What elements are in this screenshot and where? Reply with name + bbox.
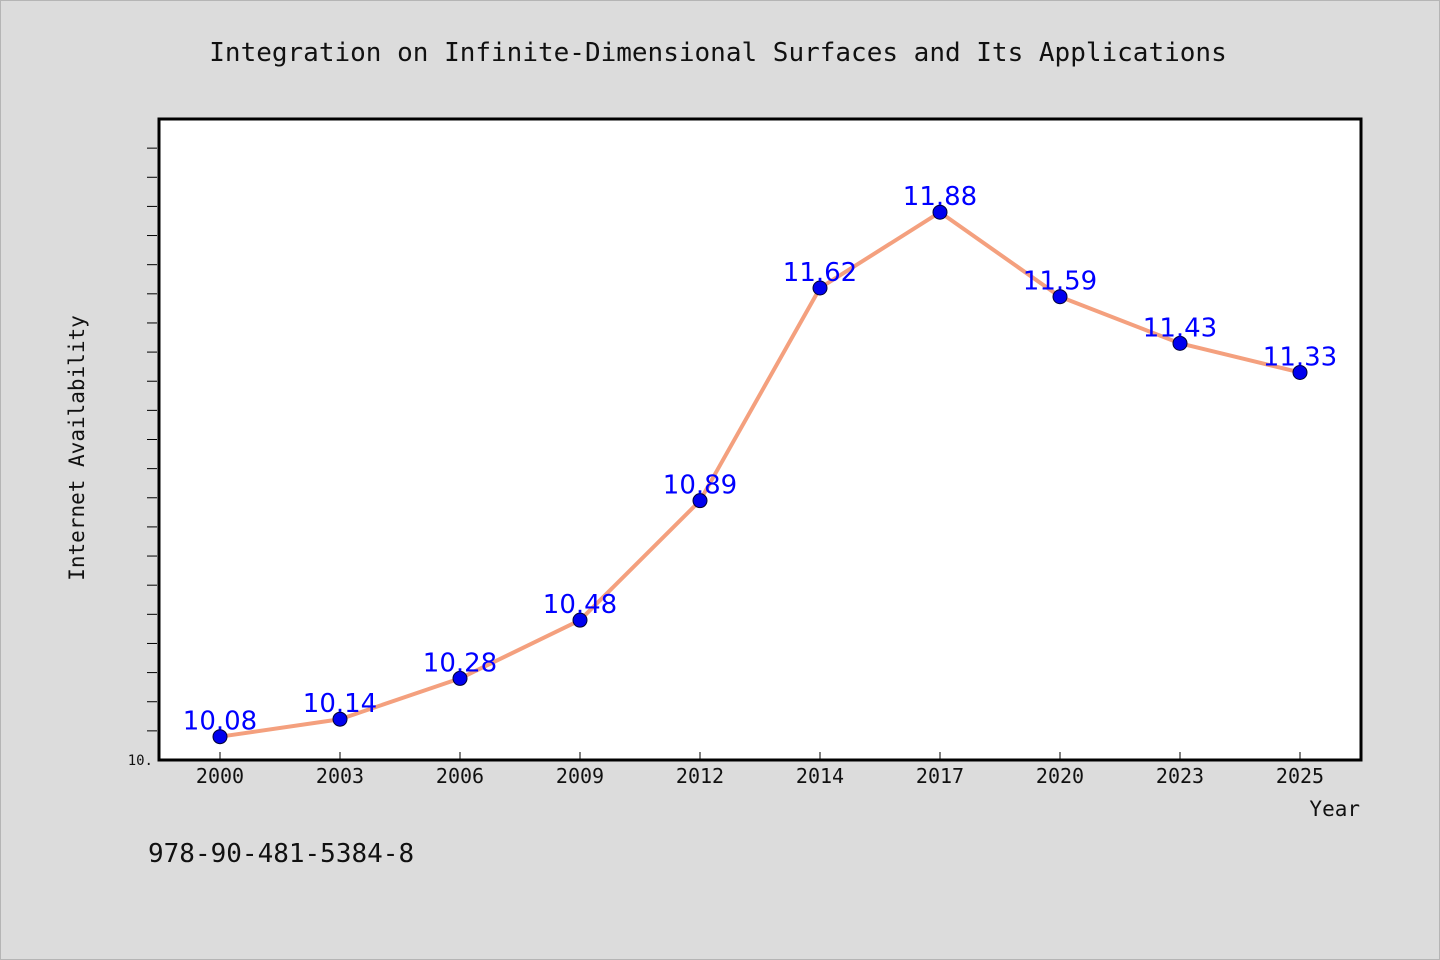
x-tick-label: 2023 — [1156, 764, 1204, 788]
x-tick-label: 2012 — [676, 764, 724, 788]
data-label: 11.33 — [1263, 342, 1337, 372]
data-point — [1172, 335, 1188, 351]
x-tick-label: 2025 — [1276, 764, 1324, 788]
data-point — [812, 280, 828, 296]
data-label: 10.48 — [543, 590, 617, 620]
series-group: 10.08 10.14 10.28 10.48 10.89 11.62 11.88 11.59… — [183, 182, 1337, 745]
x-axis-ticks: 2000 2003 2006 2009 2012 2014 2017 2020 2023 2025 — [196, 752, 1324, 788]
isbn-text: 978-90-481-5384-8 — [148, 839, 414, 869]
x-tick-label: 2006 — [436, 764, 484, 788]
chart-title: Integration on Infinite-Dimensional Surf… — [209, 38, 1226, 68]
y-axis-label: Internet Availability — [65, 315, 89, 581]
x-tick-label: 2009 — [556, 764, 604, 788]
y-axis-ticks — [147, 147, 157, 732]
data-point — [1052, 289, 1068, 305]
data-point — [212, 729, 228, 745]
data-label: 11.59 — [1023, 267, 1097, 297]
data-point — [1292, 364, 1308, 380]
data-point — [932, 204, 948, 220]
data-label: 10.28 — [423, 648, 497, 678]
series-line — [218, 210, 1302, 739]
data-label: 10.08 — [183, 707, 257, 737]
y-tick-label: 10. — [128, 753, 153, 769]
data-label: 10.89 — [663, 471, 737, 501]
data-point — [572, 612, 588, 628]
x-tick-label: 2017 — [916, 764, 964, 788]
data-label: 10.14 — [303, 689, 377, 719]
x-axis-label: Year — [1309, 797, 1360, 821]
data-label: 11.62 — [783, 258, 857, 288]
data-label: 11.43 — [1143, 313, 1217, 343]
x-tick-label: 2000 — [196, 764, 244, 788]
x-tick-label: 2003 — [316, 764, 364, 788]
x-tick-label: 2014 — [796, 764, 844, 788]
x-tick-label: 2020 — [1036, 764, 1084, 788]
data-label: 11.88 — [903, 182, 977, 212]
plot-area — [157, 117, 1363, 762]
data-point — [452, 670, 468, 686]
data-point — [692, 493, 708, 509]
data-point — [332, 711, 348, 727]
